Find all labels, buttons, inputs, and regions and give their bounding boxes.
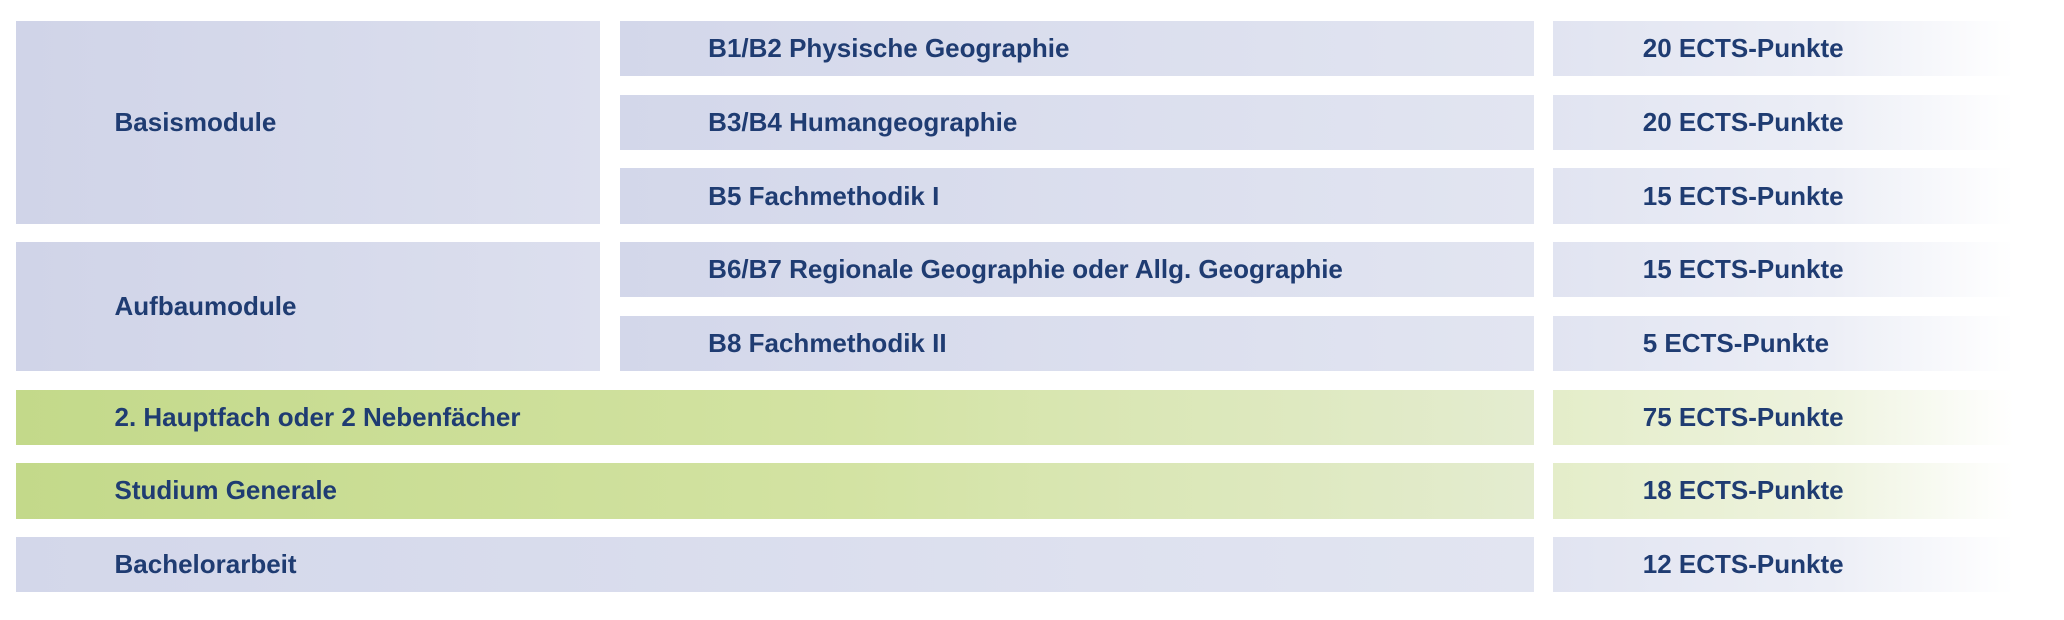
- label: Aufbaumodule: [114, 291, 297, 322]
- row-label: 2. Hauptfach oder 2 Nebenfächer: [15, 389, 1534, 445]
- label: B5 Fachmethodik I: [708, 180, 940, 211]
- label: 75 ECTS-Punkte: [1642, 401, 1844, 432]
- label: 18 ECTS-Punkte: [1642, 475, 1844, 506]
- row-label: Studium Generale: [15, 463, 1534, 519]
- label: 2. Hauptfach oder 2 Nebenfächer: [114, 401, 521, 432]
- label: B8 Fachmethodik II: [708, 328, 947, 359]
- label: Bachelorarbeit: [114, 549, 297, 580]
- module-name: B1/B2 Physische Geographie: [619, 21, 1534, 77]
- label: Studium Generale: [114, 475, 338, 506]
- row-label: Bachelorarbeit: [15, 537, 1534, 593]
- group-label: Aufbaumodule: [15, 242, 601, 372]
- module-ects: 15 ECTS-Punkte: [1553, 242, 2014, 298]
- label: 20 ECTS-Punkte: [1642, 33, 1844, 64]
- label: Basismodule: [114, 106, 277, 137]
- label: 20 ECTS-Punkte: [1642, 106, 1844, 137]
- row-ects: 12 ECTS-Punkte: [1553, 537, 2014, 593]
- module-name: B3/B4 Humangeographie: [619, 94, 1534, 151]
- module-ects: 15 ECTS-Punkte: [1553, 168, 2014, 224]
- row-ects: 18 ECTS-Punkte: [1553, 463, 2014, 519]
- module-name: B5 Fachmethodik I: [619, 168, 1534, 224]
- label: 15 ECTS-Punkte: [1642, 254, 1844, 285]
- label: B3/B4 Humangeographie: [708, 106, 1018, 137]
- module-ects: 5 ECTS-Punkte: [1553, 315, 2014, 372]
- group-label: Basismodule: [15, 21, 601, 224]
- label: 12 ECTS-Punkte: [1642, 549, 1844, 580]
- module-name: B6/B7 Regionale Geographie oder Allg. Ge…: [619, 242, 1534, 298]
- module-ects: 20 ECTS-Punkte: [1553, 21, 2014, 77]
- row-ects: 75 ECTS-Punkte: [1553, 389, 2014, 445]
- label: B1/B2 Physische Geographie: [708, 33, 1070, 64]
- label: 5 ECTS-Punkte: [1642, 328, 1830, 359]
- label: 15 ECTS-Punkte: [1642, 180, 1844, 211]
- module-ects: 20 ECTS-Punkte: [1553, 94, 2014, 151]
- module-name: B8 Fachmethodik II: [619, 315, 1534, 372]
- label: B6/B7 Regionale Geographie oder Allg. Ge…: [708, 254, 1343, 285]
